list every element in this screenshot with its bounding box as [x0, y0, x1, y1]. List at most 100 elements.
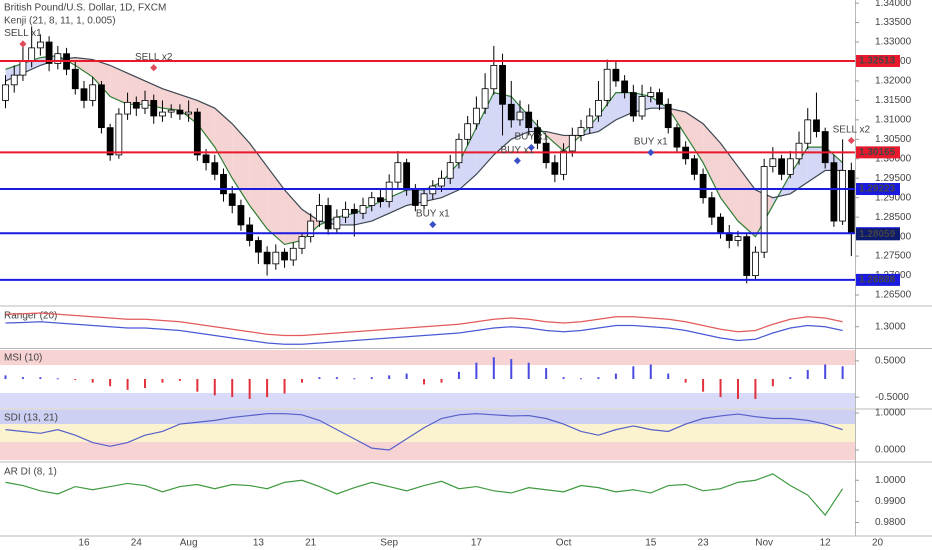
histogram-bar	[353, 378, 356, 380]
x-tick-label: 24	[131, 538, 143, 549]
candle-body	[10, 74, 18, 86]
indicator-line	[5, 413, 843, 451]
candle-body	[106, 127, 114, 156]
candle-body	[769, 158, 777, 167]
candle-body	[36, 41, 44, 49]
signal-marker	[647, 149, 655, 157]
candle-body	[176, 109, 184, 115]
candle-body	[385, 181, 393, 202]
x-tick-label: 15	[645, 538, 657, 549]
histogram-bar	[510, 359, 513, 379]
price-label-box	[856, 183, 900, 196]
cloud-fill	[546, 131, 564, 151]
x-tick-label: Oct	[556, 538, 572, 549]
cloud-fill	[476, 92, 494, 175]
x-tick-label: 20	[872, 538, 884, 549]
candle-body	[359, 205, 367, 214]
histogram-bar	[789, 377, 792, 379]
y-tick-label: 0.0000	[875, 445, 906, 456]
y-tick-label: 1.30500	[875, 134, 912, 145]
candle-body	[193, 111, 201, 156]
cloud-fill	[197, 100, 215, 148]
histogram-bar	[423, 379, 426, 385]
candle-body	[115, 113, 123, 156]
y-tick-label: 1.29500	[875, 173, 912, 184]
panel-title: SDI (13, 21)	[4, 413, 58, 424]
cloud-fill	[615, 92, 634, 120]
candle-body	[411, 189, 419, 206]
price-label: 1.30165	[859, 147, 896, 158]
candle-body	[237, 205, 245, 226]
histogram-bar	[719, 379, 722, 398]
sdi-middle-band	[0, 424, 855, 442]
candle-body	[2, 84, 9, 101]
candle-body	[551, 162, 559, 175]
y-tick-label: 1.31000	[875, 115, 912, 126]
x-tick-label: Nov	[755, 538, 773, 549]
candle-body	[490, 64, 498, 90]
histogram-bar	[318, 377, 321, 379]
histogram-bar	[144, 379, 147, 389]
candle-body	[656, 92, 663, 105]
candle-body	[821, 131, 829, 164]
candle-body	[281, 251, 288, 261]
candle-body	[80, 88, 88, 101]
candle-body	[350, 208, 358, 214]
histogram-bar	[562, 377, 565, 379]
cloud-fill	[249, 143, 268, 229]
candle-body	[708, 197, 716, 218]
signal-label: SELL x2	[135, 52, 173, 63]
candle-body	[333, 216, 341, 230]
price-label-box	[856, 273, 900, 286]
y-tick-label: -0.5000	[875, 392, 909, 403]
histogram-bar	[196, 379, 199, 392]
candle-body	[342, 208, 349, 218]
indicator-line	[5, 473, 844, 517]
candle-body	[159, 111, 166, 117]
candle-body	[603, 68, 611, 101]
panel-title: MSI (10)	[4, 353, 42, 364]
candle-body	[202, 154, 210, 164]
cloud-fill	[232, 123, 250, 206]
candle-body	[316, 205, 323, 222]
candle-body	[612, 68, 620, 82]
histogram-bar	[178, 379, 181, 381]
candle-body	[132, 101, 140, 109]
price-label: 1.26888	[859, 275, 896, 286]
indicator-line	[5, 312, 843, 337]
histogram-bar	[580, 378, 583, 380]
histogram-bar	[266, 379, 269, 398]
histogram-bar	[283, 379, 286, 394]
indicator-line	[5, 321, 843, 345]
candle-body	[699, 173, 707, 199]
candle-body	[734, 236, 742, 241]
msi-upper-band	[0, 350, 855, 365]
x-tick-label: 13	[253, 538, 265, 549]
histogram-bar	[213, 379, 216, 396]
signal-label: BUY x1	[634, 137, 668, 148]
candle-body	[228, 193, 236, 206]
histogram-bar	[545, 368, 548, 379]
histogram-bar	[771, 379, 774, 387]
cloud-fill	[685, 112, 704, 163]
cloud-fill	[737, 166, 756, 237]
cloud-fill	[267, 166, 285, 245]
candle-body	[839, 170, 847, 222]
candle-body	[289, 247, 297, 261]
y-tick-label: 1.29000	[875, 192, 912, 203]
signal-marker	[429, 221, 437, 229]
candle-body	[690, 158, 698, 175]
candle-body	[499, 64, 506, 105]
histogram-bar	[684, 379, 687, 383]
histogram-bar	[4, 375, 7, 379]
candle-body	[272, 251, 280, 265]
candle-body	[595, 100, 602, 117]
y-tick-label: 1.3000	[875, 321, 906, 332]
candle-body	[403, 162, 411, 191]
signal-label: SELL x1	[4, 28, 42, 39]
candle-body	[89, 84, 97, 101]
candle-body	[586, 115, 594, 129]
histogram-bar	[440, 379, 443, 383]
candle-body	[629, 92, 637, 117]
subtitle: Kenji (21, 8, 11, 1, 0.005)	[4, 16, 116, 27]
